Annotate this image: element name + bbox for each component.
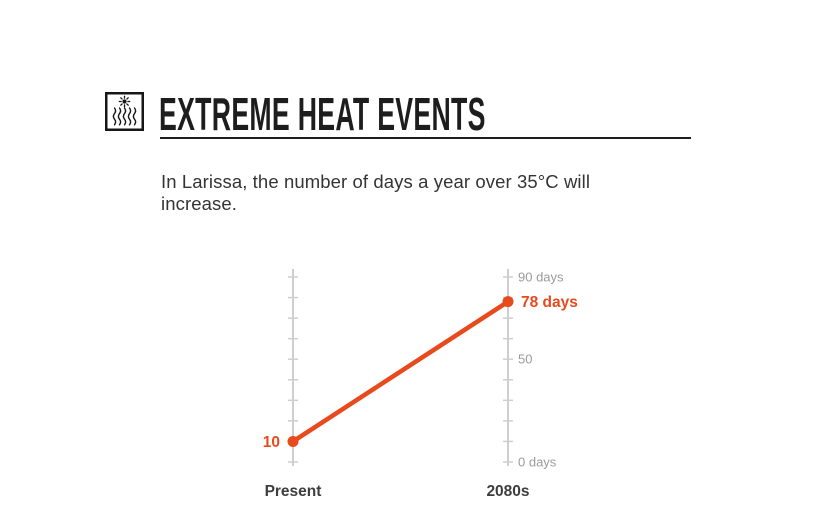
- heat-waves-icon: [105, 92, 144, 131]
- y-tick-label: 90 days: [518, 270, 564, 285]
- trend-line: [291, 299, 510, 444]
- page-title: EXTREME HEAT EVENTS: [159, 88, 486, 140]
- y-tick-label: 0 days: [518, 455, 557, 470]
- category-label-2080s: 2080s: [486, 483, 529, 500]
- point-label-2080s: 78 days: [521, 294, 578, 311]
- data-point-2080s: [502, 296, 514, 308]
- title-underline: [160, 137, 691, 139]
- intro-text: In Larissa, the number of days a year ov…: [161, 171, 591, 214]
- category-label-present: Present: [265, 483, 322, 500]
- data-point-present: [287, 435, 299, 447]
- point-label-present: 10: [263, 434, 280, 451]
- y-tick-label: 50: [518, 352, 532, 367]
